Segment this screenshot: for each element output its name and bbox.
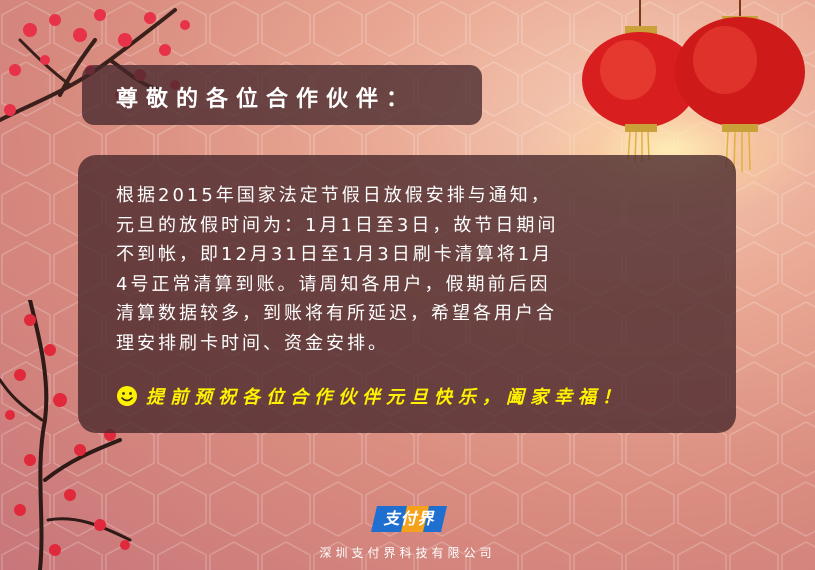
page-title: 尊敬的各位合作伙伴：	[116, 87, 417, 112]
logo-text: 支付界	[383, 509, 435, 528]
title-panel: 尊敬的各位合作伙伴：	[82, 65, 482, 125]
notice-body: 根据2015年国家法定节假日放假安排与通知， 元旦的放假时间为：1月1日至3日，…	[116, 181, 716, 358]
lantern-icon	[582, 0, 805, 173]
notice-line: 元旦的放假时间为：1月1日至3日，故节日期间	[116, 214, 559, 236]
plum-blossom-branch-bottom	[0, 300, 132, 570]
greeting-text: 提前预祝各位合作伙伴元旦快乐，阖家幸福！	[146, 387, 626, 408]
notice-panel: 根据2015年国家法定节假日放假安排与通知， 元旦的放假时间为：1月1日至3日，…	[78, 155, 736, 433]
notice-line: 理安排刷卡时间、资金安排。	[116, 332, 389, 354]
smile-icon	[117, 386, 137, 406]
company-name: 深圳支付界科技有限公司	[319, 546, 496, 560]
notice-line: 4号正常清算到账。请周知各用户，假期前后因	[116, 273, 551, 295]
logo-icon	[371, 506, 447, 532]
plum-blossom-branch-top	[0, 8, 190, 122]
greeting-row: 提前预祝各位合作伙伴元旦快乐，阖家幸福！	[116, 383, 626, 409]
notice-line: 清算数据较多，到账将有所延迟，希望各用户合	[116, 303, 557, 324]
logo: 支付界	[369, 504, 449, 534]
notice-line: 不到帐，即12月31日至1月3日刷卡清算将1月	[116, 244, 554, 265]
notice-line: 根据2015年国家法定节假日放假安排与通知，	[116, 185, 552, 206]
